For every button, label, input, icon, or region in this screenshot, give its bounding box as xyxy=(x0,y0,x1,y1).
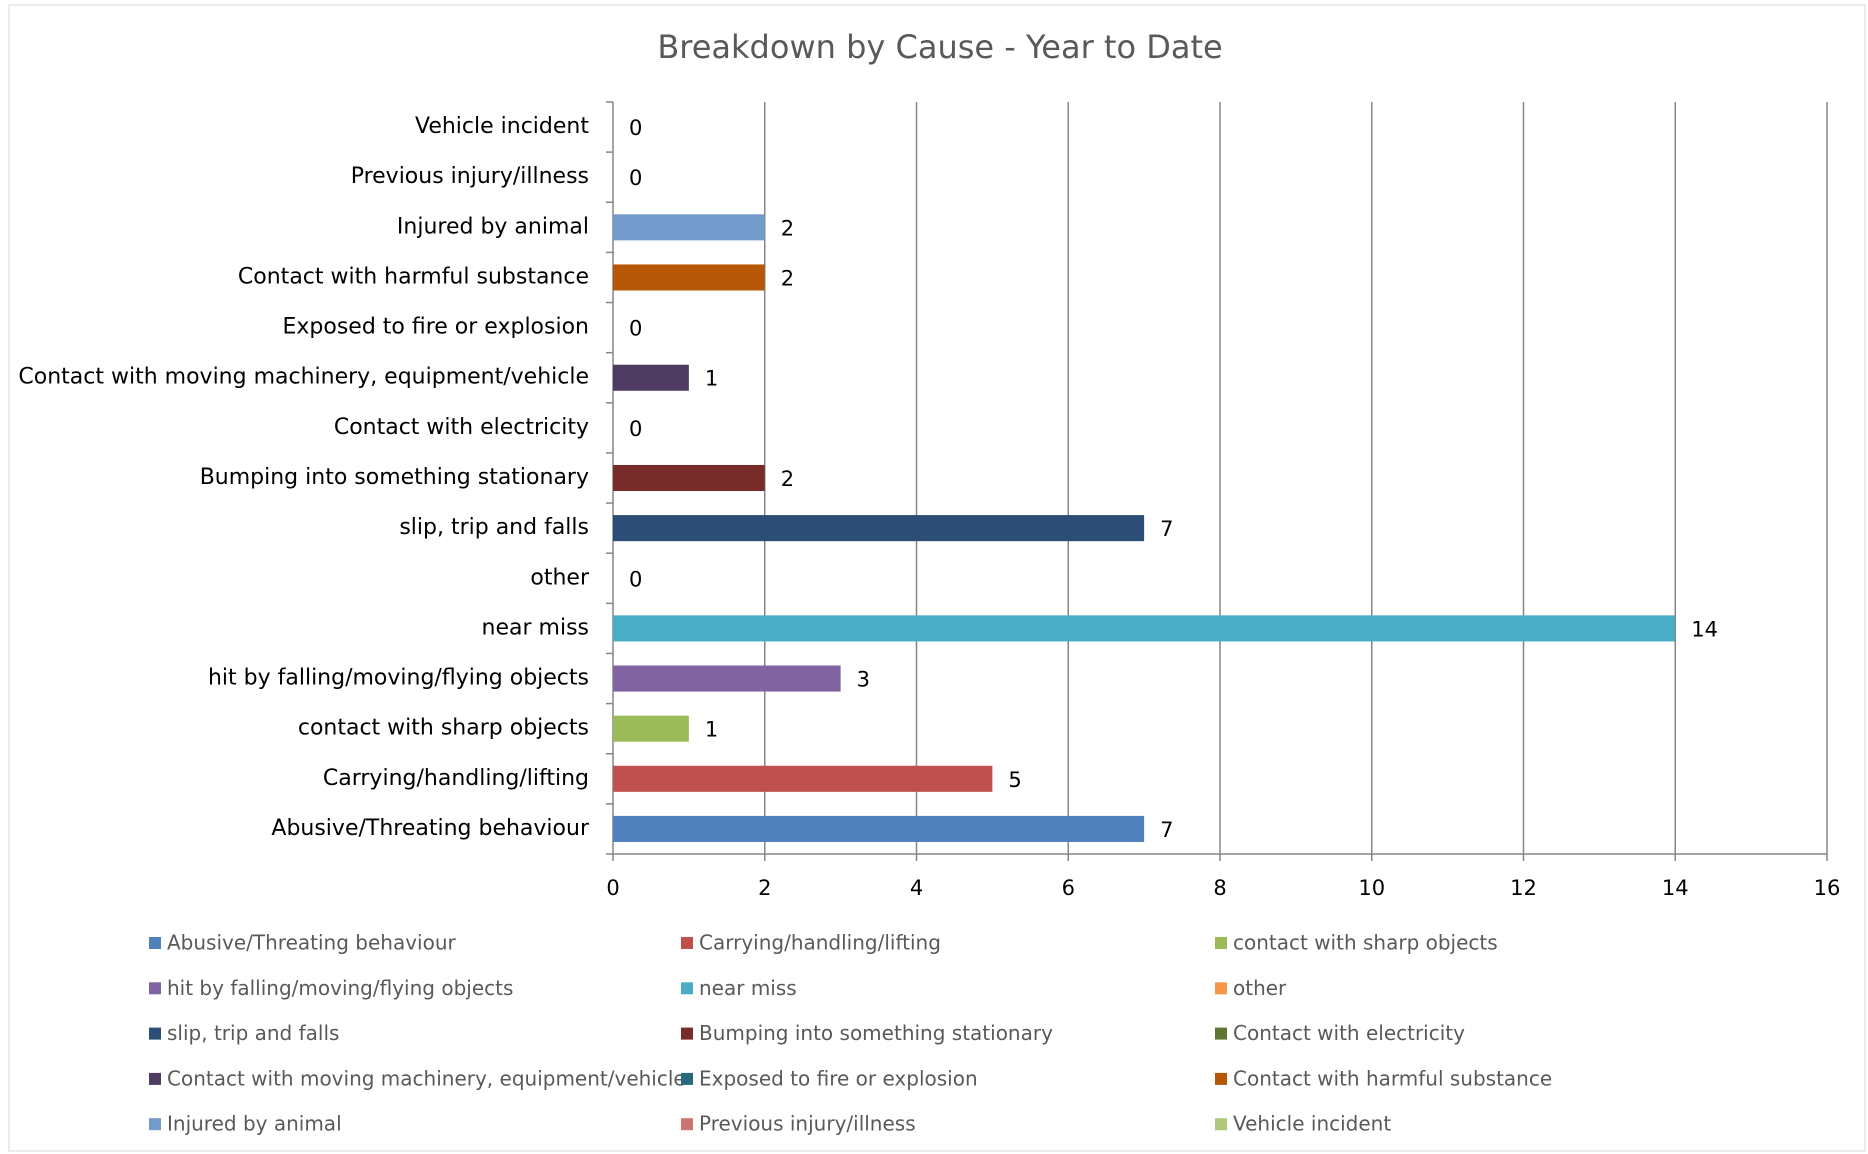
y-tick-label: Contact with moving machinery, equipment… xyxy=(18,365,589,390)
legend-label: slip, trip and falls xyxy=(167,1021,339,1045)
data-label: 5 xyxy=(1008,768,1021,792)
data-label: 7 xyxy=(1160,517,1173,541)
data-label: 0 xyxy=(629,116,642,140)
legend-label: Contact with harmful substance xyxy=(1233,1066,1552,1090)
bar xyxy=(613,364,689,391)
legend-swatch xyxy=(1215,1027,1227,1040)
legend-swatch xyxy=(1215,982,1227,995)
legend-swatch xyxy=(681,1027,693,1040)
y-tick-label: Exposed to fire or explosion xyxy=(282,315,589,340)
bar xyxy=(613,264,765,291)
data-label: 0 xyxy=(629,317,642,341)
legend-swatch xyxy=(681,982,693,995)
bar xyxy=(613,615,1676,642)
legend-swatch xyxy=(149,982,161,995)
y-tick-label: hit by falling/moving/flying objects xyxy=(208,666,589,691)
legend-swatch xyxy=(149,1027,161,1040)
chart-border xyxy=(8,4,1866,1152)
legend-swatch xyxy=(1215,937,1227,949)
legend-label: Bumping into something stationary xyxy=(699,1021,1053,1045)
bar xyxy=(613,815,1145,842)
y-tick-label: Contact with harmful substance xyxy=(238,264,589,289)
legend-swatch xyxy=(1215,1118,1227,1131)
data-label: 0 xyxy=(629,166,642,190)
legend-swatch xyxy=(681,1118,693,1131)
data-label: 7 xyxy=(1160,818,1173,842)
data-label: 2 xyxy=(781,467,794,491)
legend-label: Injured by animal xyxy=(167,1112,342,1136)
bar xyxy=(613,515,1145,542)
y-tick-label: slip, trip and falls xyxy=(399,515,589,540)
data-label: 1 xyxy=(705,718,718,742)
data-label: 1 xyxy=(705,367,718,391)
bar xyxy=(613,464,765,492)
y-tick-label: Contact with electricity xyxy=(334,415,589,440)
legend-label: near miss xyxy=(699,976,797,1000)
legend-label: contact with sharp objects xyxy=(1233,931,1498,955)
y-tick-label: Injured by animal xyxy=(397,214,589,239)
legend-swatch xyxy=(1215,1072,1227,1085)
y-tick-label: Carrying/handling/lifting xyxy=(323,766,589,791)
x-tick-label: 12 xyxy=(1510,876,1537,900)
legend-swatch xyxy=(681,937,693,949)
legend-label: Vehicle incident xyxy=(1233,1112,1391,1136)
x-tick-label: 2 xyxy=(758,876,771,900)
legend-label: Contact with electricity xyxy=(1233,1021,1465,1045)
bar xyxy=(613,715,689,742)
legend-label: Abusive/Threating behaviour xyxy=(167,931,457,955)
data-label: 2 xyxy=(781,216,794,240)
x-tick-label: 8 xyxy=(1213,876,1226,900)
legend-swatch xyxy=(149,1072,161,1085)
x-tick-label: 0 xyxy=(606,876,619,900)
data-label: 0 xyxy=(629,417,642,441)
legend-label: Contact with moving machinery, equipment… xyxy=(167,1066,686,1090)
data-label: 14 xyxy=(1691,617,1718,641)
x-tick-label: 6 xyxy=(1062,876,1075,900)
x-tick-label: 4 xyxy=(910,876,923,900)
bar xyxy=(613,665,841,692)
legend-label: Previous injury/illness xyxy=(699,1112,916,1136)
legend-label: Exposed to fire or explosion xyxy=(699,1066,978,1090)
bar xyxy=(613,765,993,792)
data-label: 2 xyxy=(781,266,794,290)
legend-swatch xyxy=(149,1118,161,1131)
y-tick-label: other xyxy=(530,565,590,590)
legend-swatch xyxy=(149,937,161,949)
y-tick-label: Previous injury/illness xyxy=(351,164,589,189)
x-tick-label: 10 xyxy=(1358,876,1385,900)
y-tick-label: Abusive/Threating behaviour xyxy=(271,816,590,841)
data-label: 0 xyxy=(629,567,642,591)
legend-label: hit by falling/moving/flying objects xyxy=(167,976,513,1000)
x-tick-label: 14 xyxy=(1662,876,1689,900)
legend-label: Carrying/handling/lifting xyxy=(699,931,941,955)
bar xyxy=(613,214,765,241)
y-tick-label: near miss xyxy=(482,615,589,640)
legend-label: other xyxy=(1233,976,1287,1000)
y-tick-label: Vehicle incident xyxy=(415,114,589,139)
y-tick-label: Bumping into something stationary xyxy=(200,465,589,490)
x-tick-label: 16 xyxy=(1814,876,1841,900)
legend-swatch xyxy=(681,1072,693,1085)
y-tick-label: contact with sharp objects xyxy=(298,716,589,741)
data-label: 3 xyxy=(857,668,870,692)
chart-title: Breakdown by Cause - Year to Date xyxy=(657,28,1222,66)
